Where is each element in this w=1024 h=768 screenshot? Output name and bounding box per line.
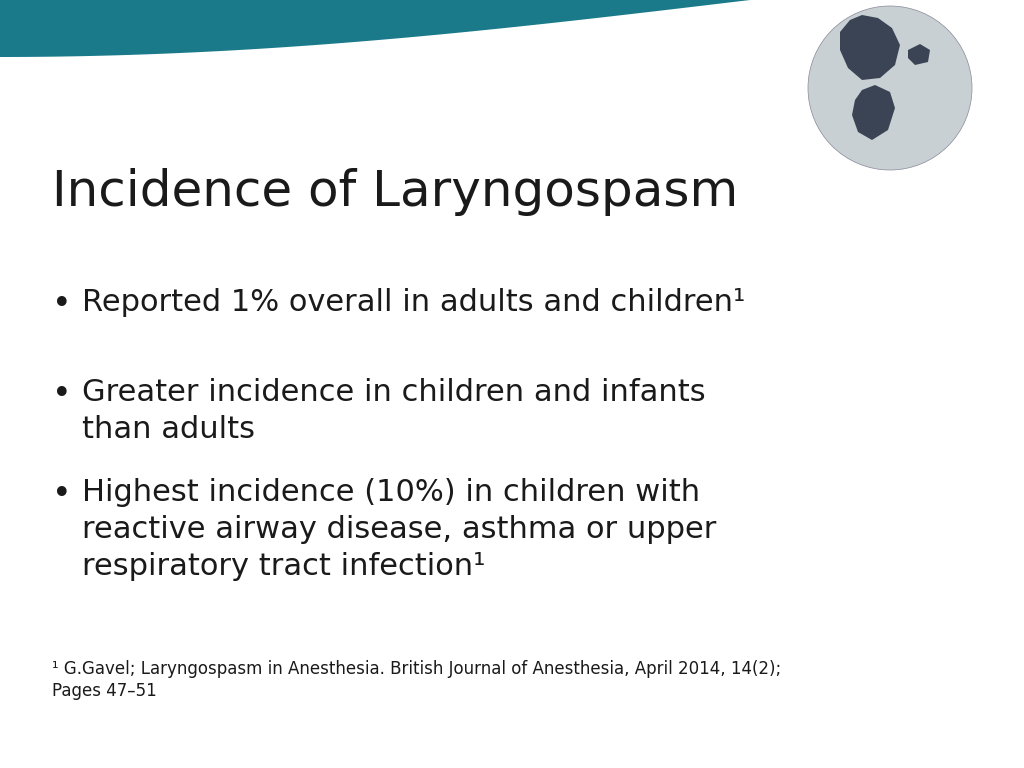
Text: Pages 47–51: Pages 47–51 bbox=[52, 682, 157, 700]
Polygon shape bbox=[840, 15, 900, 80]
Text: Greater incidence in children and infants
than adults: Greater incidence in children and infant… bbox=[82, 378, 706, 444]
Text: ¹ G.Gavel; Laryngospasm in Anesthesia. British Journal of Anesthesia, April 2014: ¹ G.Gavel; Laryngospasm in Anesthesia. B… bbox=[52, 660, 781, 678]
Polygon shape bbox=[0, 0, 1024, 57]
Polygon shape bbox=[908, 44, 930, 65]
Polygon shape bbox=[852, 85, 895, 140]
Text: Incidence of Laryngospasm: Incidence of Laryngospasm bbox=[52, 168, 738, 216]
Text: Reported 1% overall in adults and children¹: Reported 1% overall in adults and childr… bbox=[82, 288, 745, 317]
Text: •: • bbox=[52, 478, 72, 511]
Text: •: • bbox=[52, 288, 72, 321]
Text: Highest incidence (10%) in children with
reactive airway disease, asthma or uppe: Highest incidence (10%) in children with… bbox=[82, 478, 717, 581]
Circle shape bbox=[808, 6, 972, 170]
Text: •: • bbox=[52, 378, 72, 411]
